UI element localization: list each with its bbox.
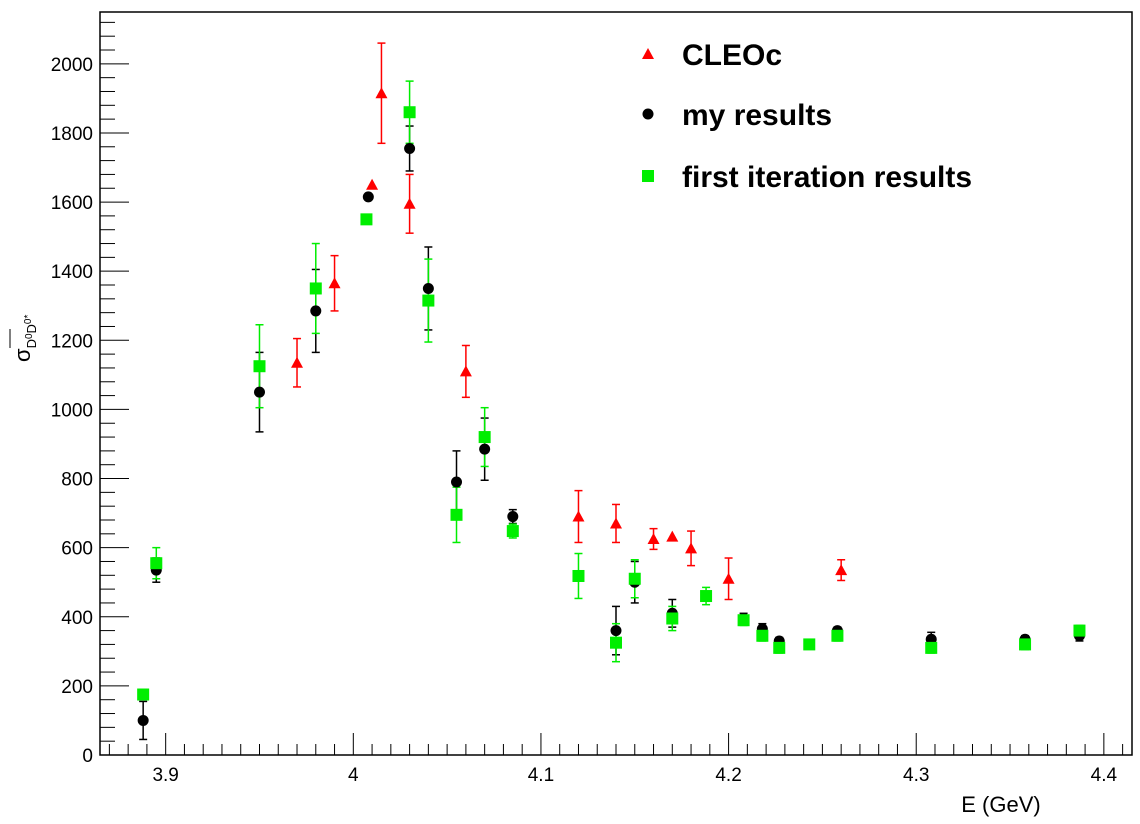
y-tick-label: 1200 [51, 331, 93, 352]
circle-data-point [451, 476, 463, 488]
triangle-data-point [291, 356, 304, 368]
square-data-point [422, 294, 435, 307]
x-tick-label: 4.3 [903, 765, 929, 786]
triangle-data-point [572, 510, 585, 522]
square-data-point [309, 282, 322, 295]
circle-data-point [422, 282, 434, 294]
x-tick-label: 4.4 [1091, 765, 1118, 786]
error-bars [139, 42, 1084, 741]
y-tick-label: 800 [61, 470, 93, 491]
y-tick-label: 0 [82, 746, 93, 767]
x-tick-label: 4.1 [528, 765, 554, 786]
square-data-point [403, 106, 416, 119]
square-data-point [831, 629, 844, 642]
square-data-point [572, 569, 585, 582]
x-axis-ticks [108, 733, 1124, 755]
circle-data-point [310, 305, 322, 317]
y-tick-label: 400 [61, 608, 93, 629]
legend-entry: CLEOc [642, 39, 782, 72]
square-data-point [506, 525, 519, 538]
square-data-point [803, 638, 816, 651]
square-data-point [756, 629, 769, 642]
y-tick-label: 1400 [51, 262, 93, 283]
square-data-point [137, 688, 150, 701]
y-axis-title-sub: D [24, 339, 39, 348]
square-data-point [737, 614, 750, 627]
triangle-data-point [459, 365, 472, 377]
circle-data-point [507, 511, 519, 523]
legend-circle-marker [642, 108, 654, 120]
circle-data-point [479, 443, 491, 455]
y-tick-label: 600 [61, 539, 93, 560]
triangle-data-point [647, 533, 660, 545]
legend-square-marker [642, 170, 654, 182]
square-data-point [360, 213, 373, 226]
square-data-point [925, 641, 938, 654]
data-markers [137, 87, 1086, 726]
legend-entry: my results [642, 99, 832, 132]
triangle-data-point [666, 530, 679, 542]
square-data-point [773, 641, 786, 654]
circle-data-point [137, 714, 149, 726]
y-tick-label: 2000 [51, 55, 93, 76]
legend-label: CLEOc [682, 39, 782, 72]
square-data-point [150, 557, 163, 570]
y-axis-ticks [100, 21, 129, 756]
legend: CLEOc my results first iteration results [642, 39, 972, 194]
x-tick-labels: 3.9 4 4.1 4.2 4.3 4.4 [152, 765, 1117, 786]
y-axis-title: σD0D0* [9, 315, 39, 362]
square-data-point [1019, 638, 1032, 651]
y-axis-title-sub2-sup: 0* [23, 315, 34, 325]
square-data-point [478, 431, 491, 444]
circle-data-point [404, 143, 416, 155]
y-tick-labels: 0 200 400 600 800 1000 1200 1400 1600 1800 2000 [51, 55, 93, 767]
circle-data-point [253, 386, 265, 398]
x-tick-label: 3.9 [152, 765, 178, 786]
triangle-data-point [403, 197, 416, 209]
triangle-data-point [722, 572, 735, 584]
triangle-data-point [328, 277, 341, 289]
square-data-point [610, 636, 622, 649]
y-tick-label: 200 [61, 677, 93, 698]
legend-label: first iteration results [682, 161, 972, 194]
svg-text:σD0D0*: σD0D0* [10, 315, 39, 362]
triangle-data-point [366, 178, 379, 190]
y-axis-title-main: σ [10, 348, 35, 362]
triangle-data-point [610, 517, 622, 529]
square-data-point [1073, 624, 1086, 637]
legend-entry: first iteration results [642, 161, 972, 194]
circle-data-point [610, 625, 622, 637]
y-tick-label: 1800 [51, 124, 93, 145]
square-data-point [253, 360, 266, 373]
legend-label: my results [682, 99, 832, 132]
square-data-point [666, 612, 679, 625]
triangle-data-point [375, 87, 388, 99]
y-axis-title-sub2: D [24, 324, 39, 333]
triangle-data-point [835, 564, 848, 576]
y-tick-label: 1000 [51, 400, 93, 421]
legend-triangle-marker [642, 48, 654, 59]
y-axis-title-sub-bar: 0 [24, 333, 35, 339]
x-tick-label: 4 [348, 765, 359, 786]
x-tick-label: 4.2 [715, 765, 741, 786]
y-tick-label: 1600 [51, 193, 93, 214]
x-axis-title: E (GeV) [961, 792, 1040, 817]
square-data-point [628, 572, 641, 585]
square-data-point [700, 590, 713, 603]
square-data-point [450, 508, 463, 521]
circle-data-point [362, 191, 374, 203]
triangle-data-point [685, 542, 698, 554]
